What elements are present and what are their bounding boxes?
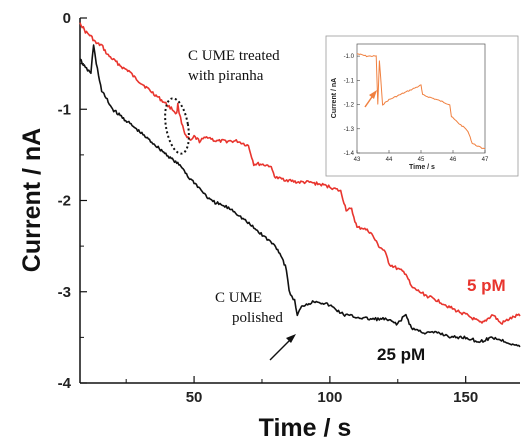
inset-x-tick-label: 45 bbox=[418, 157, 425, 163]
inset-x-tick-label: 44 bbox=[386, 157, 393, 163]
main-tick-marks: 50 100 150 0 -1 -2 -3 -4 bbox=[58, 10, 479, 406]
inset-y-tick-label: -1.1 bbox=[344, 78, 355, 84]
x-tick-label: 100 bbox=[317, 389, 342, 406]
inset-series-line bbox=[356, 53, 486, 150]
pointer-arrow-head bbox=[286, 334, 296, 343]
inset-y-tick-label: -1.4 bbox=[344, 151, 355, 157]
annotation-polished-line1: C UME bbox=[215, 290, 262, 306]
inset-y-axis-title: Current / nA bbox=[331, 78, 338, 118]
annotation-polished-line2: polished bbox=[232, 310, 283, 326]
pointer-arrow-shaft bbox=[269, 337, 293, 361]
y-tick-label: -1 bbox=[58, 101, 71, 118]
inset-arrow-head bbox=[369, 90, 377, 99]
annotation-piranha-line1: C UME treated bbox=[188, 48, 280, 64]
inset-y-tick-label: -1.2 bbox=[344, 103, 355, 109]
inset-chart: 43 44 45 46 47 -1.0 -1.1 -1.2 -1.3 -1.4 bbox=[325, 35, 519, 177]
x-tick-label: 50 bbox=[186, 389, 203, 406]
y-tick-label: -3 bbox=[58, 284, 71, 301]
annotation-piranha-line2: with piranha bbox=[188, 68, 264, 84]
inset-x-tick-label: 46 bbox=[450, 157, 457, 163]
x-tick-label: 150 bbox=[453, 389, 478, 406]
inset-border bbox=[325, 35, 519, 177]
series-label-25pm: 25 pM bbox=[377, 345, 425, 364]
inset-y-tick-label: -1.3 bbox=[344, 127, 355, 133]
inset-x-tick-label: 47 bbox=[482, 157, 489, 163]
series-line-5pm bbox=[79, 22, 521, 325]
y-tick-label: -4 bbox=[58, 375, 72, 392]
series-line-25pm bbox=[79, 44, 521, 348]
x-axis-title: Time / s bbox=[259, 414, 352, 442]
highlight-ellipse bbox=[164, 97, 190, 155]
inset-x-axis-title: Time / s bbox=[409, 164, 435, 171]
series-label-5pm: 5 pM bbox=[467, 276, 506, 295]
main-series-lines bbox=[79, 22, 521, 348]
inset-y-tick-label: -1.0 bbox=[344, 54, 355, 60]
y-axis-title: Current / nA bbox=[18, 128, 46, 272]
inset-x-tick-label: 43 bbox=[354, 157, 361, 163]
y-tick-label: 0 bbox=[63, 10, 71, 27]
y-tick-label: -2 bbox=[58, 193, 71, 210]
